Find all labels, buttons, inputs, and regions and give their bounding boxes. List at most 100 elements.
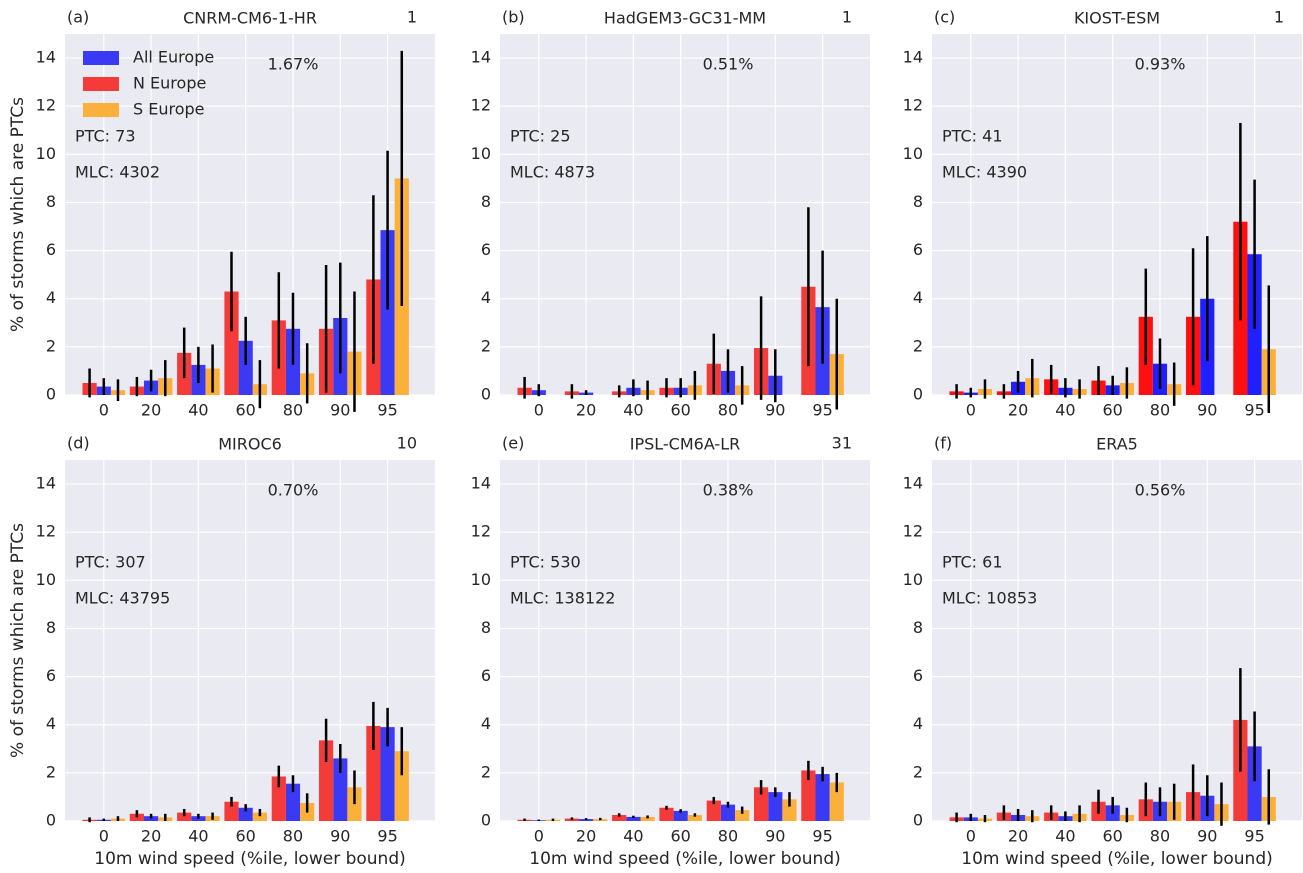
y-tick-label: 12	[471, 96, 491, 115]
bar	[285, 783, 301, 821]
x-tick-label: 60	[236, 827, 256, 846]
y-tick-label: 4	[46, 714, 56, 733]
x-tick-label: 60	[671, 827, 691, 846]
y-tick-label: 8	[913, 618, 923, 637]
x-tick-label: 20	[576, 401, 596, 420]
y-tick-label: 8	[46, 618, 56, 637]
y-tick-label: 6	[913, 666, 923, 685]
x-tick-label: 80	[283, 827, 303, 846]
panel-label: (e)	[502, 434, 524, 453]
y-tick-label: 10	[471, 570, 491, 589]
chart-title: CNRM-CM6-1-HR	[183, 9, 317, 28]
y-tick-label: 12	[903, 522, 923, 541]
y-tick-label: 12	[36, 522, 56, 541]
bar	[612, 814, 627, 821]
y-tick-label: 4	[46, 288, 56, 307]
bar	[735, 810, 750, 821]
y-tick-label: 14	[471, 48, 491, 67]
panel-label: (d)	[67, 434, 90, 453]
chart-title: KIOST-ESM	[1074, 9, 1160, 28]
bar	[687, 814, 702, 821]
x-tick-label: 20	[141, 827, 161, 846]
panel-label: (a)	[67, 8, 89, 27]
bar	[659, 807, 674, 821]
x-tick-label: 40	[1055, 827, 1075, 846]
x-tick-label: 95	[377, 401, 397, 420]
count-label: 31	[832, 434, 852, 453]
percent-label: 0.38%	[703, 481, 754, 500]
y-tick-label: 10	[903, 144, 923, 163]
y-tick-label: 2	[46, 336, 56, 355]
bar	[238, 340, 253, 395]
x-tick-label: 0	[534, 401, 544, 420]
x-tick-label: 40	[623, 827, 643, 846]
bar	[801, 770, 816, 821]
y-axis-label: % of storms which are PTCs	[8, 523, 28, 758]
x-tick-label: 20	[576, 827, 596, 846]
y-tick-label: 0	[913, 385, 923, 404]
panel-label: (f)	[934, 434, 952, 453]
bar	[815, 774, 830, 821]
x-tick-label: 90	[765, 401, 785, 420]
y-tick-label: 2	[46, 762, 56, 781]
x-axis-label: 10m wind speed (%ile, lower bound)	[94, 849, 406, 869]
bar	[224, 801, 239, 821]
bar	[1247, 746, 1262, 821]
percent-label: 1.67%	[268, 55, 319, 74]
annotation: MLC: 43795	[75, 589, 170, 608]
y-tick-label: 14	[903, 474, 923, 493]
percent-label: 0.56%	[1135, 481, 1186, 500]
bar	[754, 787, 769, 821]
x-tick-label: 40	[188, 827, 208, 846]
bar	[319, 740, 334, 821]
annotation: PTC: 61	[942, 553, 1003, 572]
y-tick-label: 0	[481, 811, 491, 830]
annotation: MLC: 138122	[510, 589, 615, 608]
annotation: PTC: 25	[510, 127, 571, 146]
bar	[380, 727, 395, 821]
y-tick-label: 10	[36, 144, 56, 163]
y-tick-label: 14	[36, 48, 56, 67]
bar	[271, 776, 286, 821]
bar	[177, 812, 192, 821]
x-tick-label: 60	[671, 401, 691, 420]
x-tick-label: 20	[141, 401, 161, 420]
y-tick-label: 10	[471, 144, 491, 163]
bar	[380, 230, 395, 395]
y-tick-label: 0	[46, 811, 56, 830]
x-tick-label: 40	[623, 401, 643, 420]
bar	[224, 291, 239, 395]
y-tick-label: 4	[913, 288, 923, 307]
annotation: PTC: 41	[942, 127, 1003, 146]
x-axis-label: 10m wind speed (%ile, lower bound)	[961, 849, 1273, 869]
x-tick-label: 0	[534, 827, 544, 846]
x-axis-label: 10m wind speed (%ile, lower bound)	[529, 849, 841, 869]
x-tick-label: 90	[765, 827, 785, 846]
y-tick-label: 12	[36, 96, 56, 115]
y-tick-label: 8	[481, 618, 491, 637]
bar	[706, 800, 721, 821]
x-tick-label: 60	[1103, 401, 1123, 420]
y-tick-label: 6	[46, 666, 56, 685]
y-tick-label: 12	[471, 522, 491, 541]
y-tick-label: 8	[46, 192, 56, 211]
bar	[333, 758, 348, 821]
annotation: PTC: 530	[510, 553, 581, 572]
x-tick-label: 95	[812, 827, 832, 846]
y-tick-label: 4	[913, 714, 923, 733]
y-tick-label: 6	[46, 240, 56, 259]
x-tick-label: 80	[283, 401, 303, 420]
y-tick-label: 6	[913, 240, 923, 259]
annotation: MLC: 4302	[75, 163, 160, 182]
x-tick-label: 0	[99, 401, 109, 420]
y-tick-label: 0	[46, 385, 56, 404]
x-tick-label: 0	[966, 401, 976, 420]
annotation: PTC: 73	[75, 127, 136, 146]
y-tick-label: 8	[481, 192, 491, 211]
x-tick-label: 80	[718, 827, 738, 846]
y-tick-label: 14	[36, 474, 56, 493]
y-tick-label: 6	[481, 666, 491, 685]
legend-swatch	[83, 77, 119, 91]
